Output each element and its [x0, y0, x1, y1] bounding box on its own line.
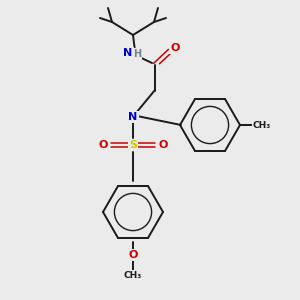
Text: S: S — [129, 140, 137, 150]
Text: H: H — [133, 49, 141, 59]
Text: CH₃: CH₃ — [124, 271, 142, 280]
Text: O: O — [98, 140, 108, 150]
Text: N: N — [128, 112, 138, 122]
Text: N: N — [123, 48, 133, 58]
Text: CH₃: CH₃ — [253, 121, 271, 130]
Text: O: O — [158, 140, 168, 150]
Text: O: O — [128, 250, 138, 260]
Text: O: O — [170, 43, 180, 53]
